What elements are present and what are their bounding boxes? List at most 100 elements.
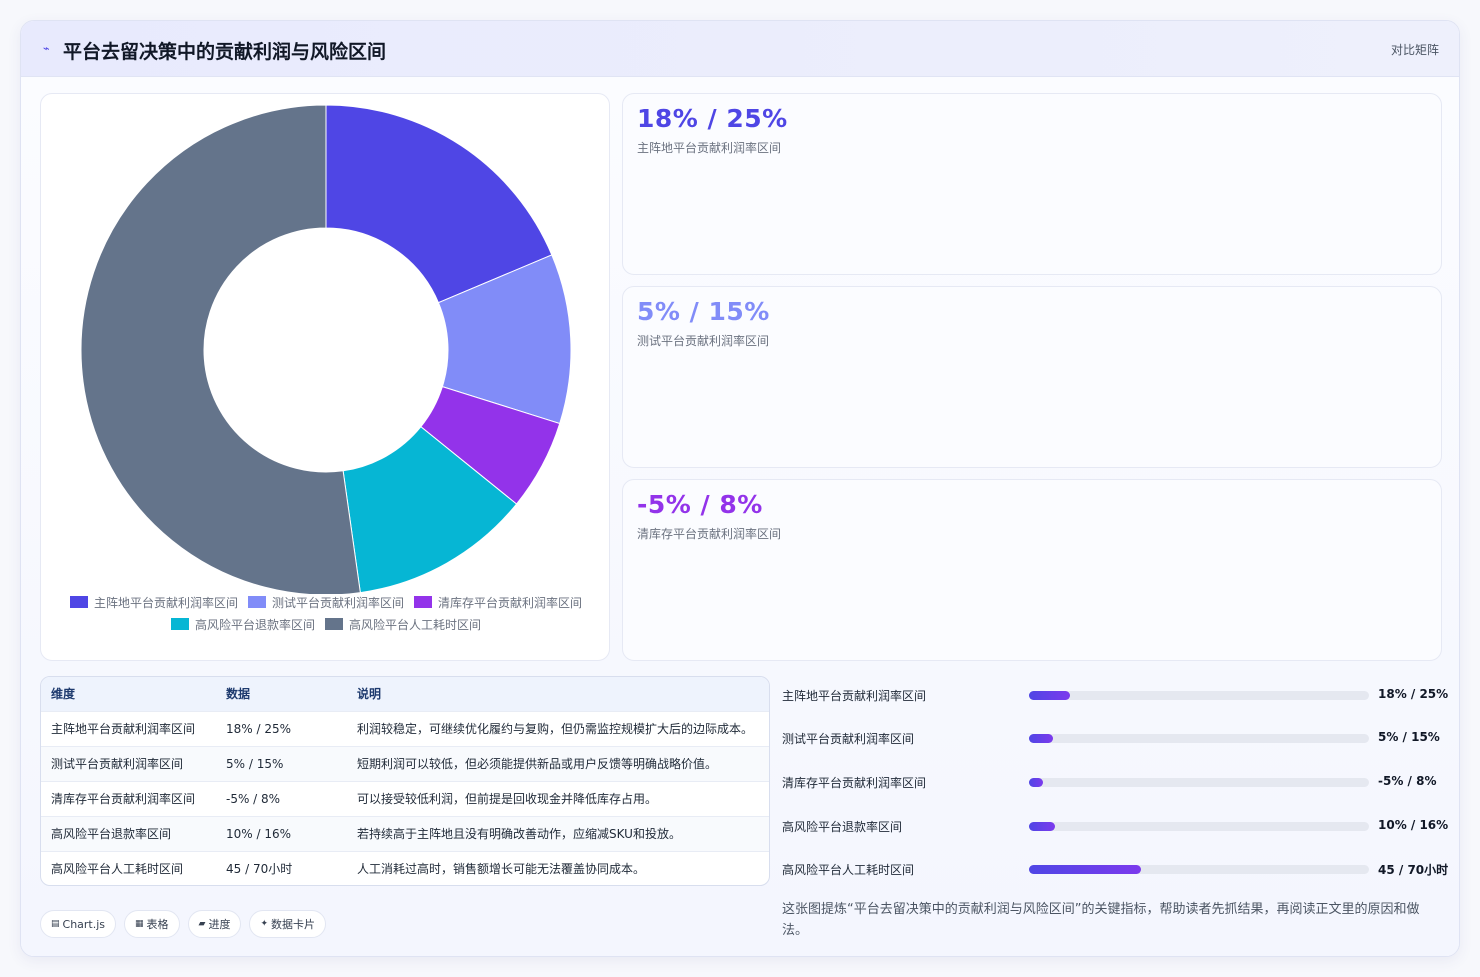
table-cell: 10% / 16% (226, 826, 292, 841)
legend-label: 清库存平台贡献利润率区间 (438, 595, 583, 610)
progress-track (1029, 865, 1369, 874)
table-cell: 可以接受较低利润，但前提是回收现金并降低库存占用。 (357, 792, 658, 806)
progress-row: 高风险平台人工耗时区间 45 / 70小时 (782, 859, 1448, 879)
sparkle-icon: ✦ (260, 919, 269, 929)
table-cell: 测试平台贡献利润率区间 (51, 757, 184, 771)
doughnut-slice[interactable] (325, 104, 553, 304)
chart-icon: ▤ (51, 919, 60, 929)
legend-label: 测试平台贡献利润率区间 (271, 595, 404, 610)
legend-item[interactable]: 清库存平台贡献利润率区间 (414, 594, 582, 610)
legend-label: 高风险平台退款率区间 (194, 617, 315, 632)
table-cell: 若持续高于主阵地且没有明确改善动作，应缩减SKU和投放。 (357, 827, 681, 841)
stat-value: 5% / 15% (637, 297, 770, 326)
table-cell: 人工消耗过高时，销售额增长可能无法覆盖协同成本。 (357, 862, 646, 877)
chip-progress[interactable]: ▰ 进度 (187, 910, 242, 938)
doughnut-slice[interactable] (342, 425, 518, 594)
progress-track (1029, 734, 1369, 743)
progress-icon: ▰ (198, 919, 206, 929)
stat-value: -5% / 8% (637, 490, 763, 519)
card-header: ⌁ 平台去留决策中的贡献利润与风险区间 对比矩阵 (21, 21, 1459, 77)
table-cell: 高风险平台退款率区间 (51, 827, 172, 841)
progress-value: 10% / 16% (1378, 818, 1449, 832)
progress-label: 主阵地平台贡献利润率区间 (782, 689, 927, 703)
legend-swatch (247, 596, 266, 608)
progress-track (1029, 822, 1369, 831)
legend-label: 主阵地平台贡献利润率区间 (93, 595, 238, 610)
progress-label: 高风险平台退款率区间 (782, 820, 903, 834)
stat-label: 清库存平台贡献利润率区间 (637, 527, 782, 541)
chip-chartjs[interactable]: ▤ Chart.js (40, 910, 117, 938)
table-row: 高风险平台人工耗时区间 45 / 70小时 人工消耗过高时，销售额增长可能无法覆… (41, 851, 769, 885)
progress-fill (1029, 822, 1055, 831)
legend-item[interactable]: 高风险平台人工耗时区间 (325, 616, 481, 632)
table-cell: 45 / 70小时 (226, 862, 293, 877)
table-cell: 18% / 25% (226, 721, 292, 736)
stat-label: 测试平台贡献利润率区间 (637, 334, 770, 348)
compare-matrix-link[interactable]: 对比矩阵 (1390, 43, 1439, 57)
table-row: 清库存平台贡献利润率区间 -5% / 8% 可以接受较低利润，但前提是回收现金并… (41, 781, 769, 816)
chip-label: 表格 (146, 918, 169, 931)
progress-fill (1029, 734, 1053, 743)
chart-legend: 主阵地平台贡献利润率区间 测试平台贡献利润率区间 清库存平台贡献利润率区间高风险平台… (41, 594, 611, 632)
legend-swatch (170, 618, 189, 630)
progress-value: -5% / 8% (1378, 774, 1437, 788)
doughnut-chart-panel: 主阵地平台贡献利润率区间 测试平台贡献利润率区间 清库存平台贡献利润率区间高风险平台… (40, 93, 610, 661)
table-cell: 主阵地平台贡献利润率区间 (51, 722, 196, 736)
table-cell: 短期利润可以较低，但必须能提供新品或用户反馈等明确战略价值。 (357, 757, 718, 771)
progress-value: 45 / 70小时 (1378, 863, 1449, 877)
legend-swatch (69, 596, 88, 608)
data-table: 维度 数据 说明 主阵地平台贡献利润率区间 18% / 25% 利润较稳定，可继… (41, 677, 769, 885)
table-cell: 5% / 15% (226, 756, 284, 771)
progress-row: 测试平台贡献利润率区间 5% / 15% (782, 728, 1442, 748)
progress-value: 5% / 15% (1378, 730, 1440, 744)
progress-track (1029, 778, 1369, 787)
stat-card-clearance: -5% / 8% 清库存平台贡献利润率区间 (622, 479, 1442, 661)
progress-row: 高风险平台退款率区间 10% / 16% (782, 816, 1448, 836)
progress-fill (1029, 691, 1070, 700)
progress-value: 18% / 25% (1378, 687, 1449, 701)
chip-label: 数据卡片 (271, 918, 316, 931)
doughnut-chart (80, 104, 572, 594)
chip-table[interactable]: ▦ 表格 (124, 910, 180, 938)
legend-item[interactable]: 主阵地平台贡献利润率区间 (69, 594, 238, 610)
dashboard-card: ⌁ 平台去留决策中的贡献利润与风险区间 对比矩阵 主阵地平台贡献利润率区间 测试平… (20, 20, 1460, 957)
chip-label: 进度 (208, 918, 231, 931)
progress-row: 清库存平台贡献利润率区间 -5% / 8% (782, 772, 1442, 792)
progress-label: 清库存平台贡献利润率区间 (782, 776, 927, 790)
table-cell: 利润较稳定，可继续优化履约与复购，但仍需监控规模扩大后的边际成本。 (357, 722, 754, 736)
stat-label: 主阵地平台贡献利润率区间 (637, 141, 782, 155)
progress-track (1029, 691, 1369, 700)
progress-panel: 主阵地平台贡献利润率区间 18% / 25% 测试平台贡献利润率区间 5% / … (782, 676, 1448, 891)
progress-label: 高风险平台人工耗时区间 (782, 863, 915, 877)
stat-card-test: 5% / 15% 测试平台贡献利润率区间 (622, 286, 1442, 468)
progress-label: 测试平台贡献利润率区间 (782, 732, 915, 746)
table-row: 测试平台贡献利润率区间 5% / 15% 短期利润可以较低，但必须能提供新品或用… (41, 746, 769, 781)
doughnut-slice[interactable] (80, 104, 361, 594)
column-header: 维度 (51, 687, 76, 702)
table-row: 高风险平台退款率区间 10% / 16% 若持续高于主阵地且没有明确改善动作，应… (41, 816, 769, 851)
summary-text: 这张图提炼“平台去留决策中的贡献利润与风险区间”的关键指标，帮助读者先抓结果，再… (782, 902, 1420, 938)
legend-item[interactable]: 高风险平台退款率区间 (170, 616, 315, 632)
legend-swatch (325, 618, 343, 630)
legend-item[interactable]: 测试平台贡献利润率区间 (247, 594, 404, 610)
legend-swatch (414, 596, 432, 608)
data-table-panel: 维度 数据 说明 主阵地平台贡献利润率区间 18% / 25% 利润较稳定，可继… (40, 676, 770, 886)
table-cell: 高风险平台人工耗时区间 (51, 862, 184, 877)
table-header-row: 维度 数据 说明 (41, 677, 769, 711)
column-header: 数据 (226, 687, 251, 702)
table-row: 主阵地平台贡献利润率区间 18% / 25% 利润较稳定，可继续优化履约与复购，… (41, 711, 769, 746)
table-cell: -5% / 8% (226, 791, 281, 806)
table-icon: ▦ (135, 919, 144, 929)
legend-label: 高风险平台人工耗时区间 (349, 617, 482, 632)
chip-label: Chart.js (62, 917, 106, 931)
table-cell: 清库存平台贡献利润率区间 (51, 792, 196, 806)
chip-data-cards[interactable]: ✦ 数据卡片 (249, 910, 327, 938)
progress-fill (1029, 865, 1142, 874)
stat-value: 18% / 25% (637, 104, 788, 133)
progress-fill (1029, 778, 1043, 787)
progress-row: 主阵地平台贡献利润率区间 18% / 25% (782, 685, 1448, 705)
page-title: 平台去留决策中的贡献利润与风险区间 (63, 41, 387, 63)
trend-icon: ⌁ (43, 42, 50, 55)
tag-chips: ▤ Chart.js ▦ 表格 ▰ 进度 ✦ 数据卡片 (40, 910, 327, 938)
stat-card-main: 18% / 25% 主阵地平台贡献利润率区间 (622, 93, 1442, 275)
